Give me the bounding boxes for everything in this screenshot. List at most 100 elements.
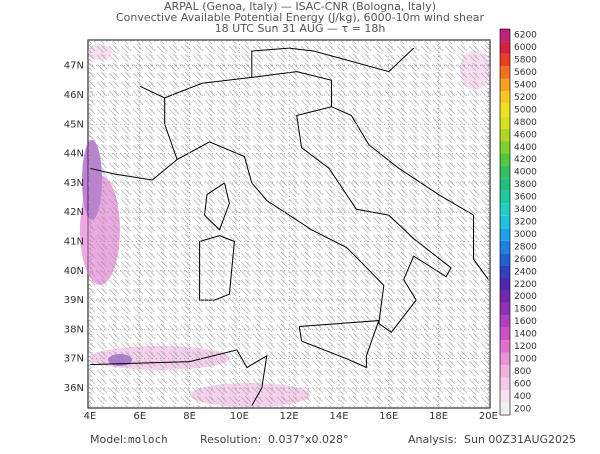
colorbar-swatch	[500, 390, 510, 403]
colorbar-swatch	[500, 53, 510, 67]
colorbar-swatch	[500, 240, 510, 254]
colorbar-swatch	[500, 66, 510, 79]
colorbar-label: 1800	[514, 305, 537, 315]
colorbar-swatch	[500, 190, 510, 204]
colorbar-swatch	[500, 265, 510, 279]
colorbar-label: 3600	[514, 193, 537, 203]
title-line: ARPAL (Genoa, Italy) — ISAC-CNR (Bologna…	[164, 0, 436, 13]
lon-label: 6E	[133, 411, 146, 422]
lat-label: 45N	[64, 119, 84, 130]
colorbar-label: 2200	[514, 280, 537, 290]
lat-label: 42N	[64, 207, 84, 218]
colorbar-swatch	[500, 178, 510, 191]
coastline	[251, 47, 415, 78]
colorbar-label: 5800	[514, 56, 537, 66]
colorbar-label: 3000	[514, 230, 537, 240]
colorbar-swatch	[500, 116, 510, 129]
colorbar-swatch	[500, 29, 510, 42]
colorbar-label: 5600	[514, 68, 537, 78]
colorbar-swatch	[500, 402, 510, 415]
lon-label: 18E	[429, 411, 448, 422]
lat-label: 39N	[64, 295, 84, 306]
colorbar-label: 4000	[514, 168, 537, 178]
lat-label: 40N	[64, 266, 84, 277]
lon-label: 20E	[479, 411, 498, 422]
footer-value: moloch	[128, 433, 168, 446]
colorbar-label: 4800	[514, 118, 537, 128]
colorbar-label: 4400	[514, 143, 537, 153]
footer-label: Analysis:	[408, 433, 457, 446]
lon-label: 12E	[280, 411, 299, 422]
colorbar-swatch	[500, 203, 510, 216]
colorbar-label: 5200	[514, 93, 537, 103]
colorbar-swatch	[500, 340, 510, 353]
colorbar-swatch	[500, 365, 510, 378]
lat-label: 44N	[64, 149, 84, 160]
colorbar-swatch	[500, 128, 510, 142]
lat-label: 46N	[64, 90, 84, 101]
footer-value: Sun 00Z31AUG2025	[464, 433, 576, 446]
coastline	[139, 85, 165, 99]
colorbar-label: 200	[514, 404, 531, 414]
colorbar-swatch	[500, 278, 510, 291]
colorbar-swatch	[500, 228, 510, 241]
colorbar-swatch	[500, 103, 510, 117]
colorbar-swatch	[500, 153, 510, 166]
colorbar-swatch	[500, 78, 510, 92]
lon-label: 16E	[379, 411, 398, 422]
lat-label: 37N	[64, 354, 84, 365]
coastline	[89, 159, 178, 181]
colorbar-label: 4600	[514, 130, 537, 140]
grid	[88, 40, 490, 408]
coastline	[331, 106, 489, 280]
title-line: Convective Available Potential Energy (J…	[116, 11, 485, 24]
colorbar-swatch	[500, 215, 510, 229]
footer-label: Model:	[90, 433, 127, 446]
coastlines	[89, 47, 489, 406]
colorbar-label: 6000	[514, 43, 537, 53]
colorbar-label: 400	[514, 392, 531, 402]
footer-label: Resolution:	[200, 433, 261, 446]
lon-label: 10E	[230, 411, 249, 422]
footer-value: 0.037°x0.028°	[268, 433, 349, 446]
colorbar-swatch	[500, 141, 510, 154]
colorbar-swatch	[500, 315, 510, 328]
coastline	[199, 235, 235, 301]
colorbar-swatch	[500, 377, 510, 391]
colorbar-label: 1600	[514, 317, 537, 327]
footer: Model: moloch Resolution: 0.037°x0.028° …	[90, 433, 576, 446]
colorbar-label: 1200	[514, 342, 537, 352]
lon-label: 14E	[329, 411, 348, 422]
lat-label: 36N	[64, 383, 84, 394]
colorbar-label: 1400	[514, 330, 537, 340]
colorbar-swatch	[500, 327, 510, 341]
colorbar-label: 6200	[514, 31, 537, 41]
colorbar-label: 5400	[514, 81, 537, 91]
lon-label: 4E	[84, 411, 97, 422]
colorbar-label: 800	[514, 367, 531, 377]
lat-label: 38N	[64, 324, 84, 335]
colorbar-swatch	[500, 290, 510, 303]
colorbar-swatch	[500, 352, 510, 366]
coastline	[203, 182, 230, 231]
colorbar-swatch	[500, 41, 510, 54]
coastline	[89, 349, 268, 406]
title-line: 18 UTC Sun 31 AUG — τ = 18h	[215, 22, 386, 35]
colorbar-swatch	[500, 253, 510, 266]
colorbar-label: 3800	[514, 180, 537, 190]
colorbar-label: 3200	[514, 218, 537, 228]
lat-label: 43N	[64, 178, 84, 189]
coastline	[298, 320, 380, 369]
colorbar-swatch	[500, 165, 510, 179]
lat-label: 41N	[64, 237, 84, 248]
map: 36N 37N 38N 39N 40N 41N 42N 43N 44N 45N 46N 47N 4E 6E…	[64, 39, 498, 422]
colorbar-label: 1000	[514, 354, 537, 364]
colorbar-frame	[499, 28, 511, 416]
colorbar-label: 4200	[514, 155, 537, 165]
colorbar-label: 5000	[514, 105, 537, 115]
colorbar-label: 2400	[514, 267, 537, 277]
colorbar-label: 600	[514, 379, 531, 389]
colorbar-swatch	[500, 302, 510, 316]
colorbar-swatch	[500, 91, 510, 104]
